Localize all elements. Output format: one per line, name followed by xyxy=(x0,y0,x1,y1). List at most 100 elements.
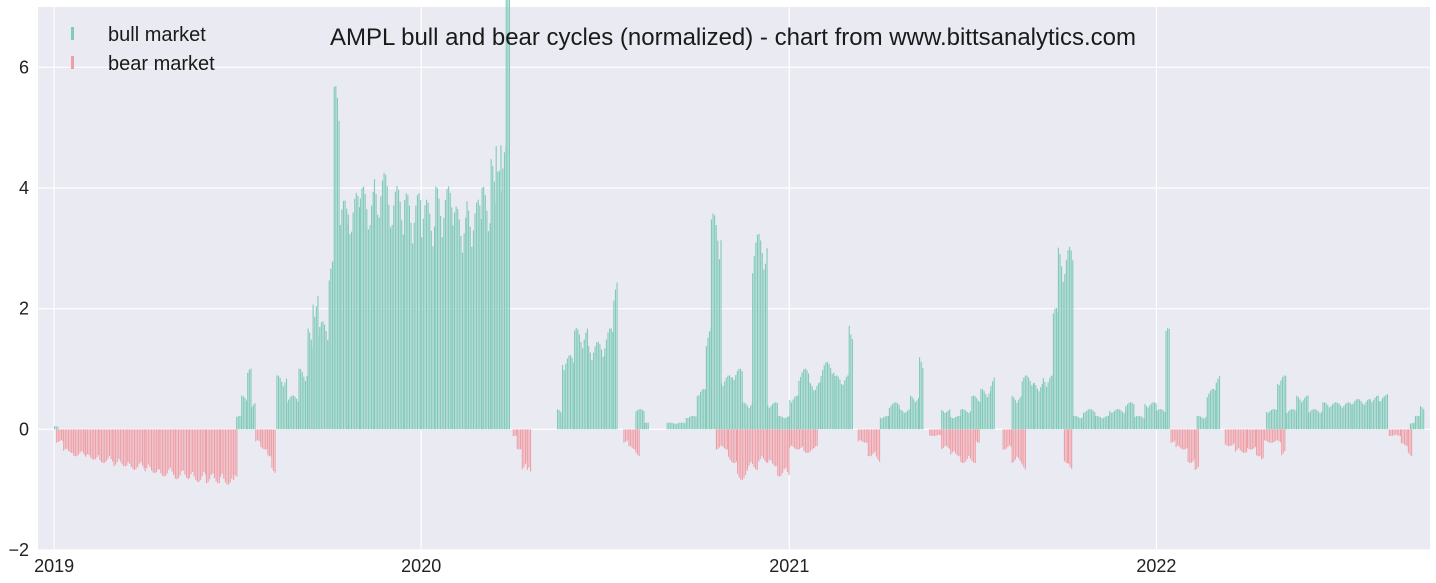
bull-bar xyxy=(1112,412,1114,430)
bull-bar xyxy=(728,375,731,430)
bull-bar xyxy=(472,230,474,430)
bear-bar xyxy=(140,429,142,463)
bull-bar xyxy=(1357,398,1359,430)
bear-bar xyxy=(1232,429,1234,445)
bear-bar xyxy=(184,429,186,475)
bull-bar xyxy=(979,401,981,430)
bear-bar xyxy=(90,429,92,458)
bull-bar xyxy=(752,273,754,430)
bull-bar xyxy=(641,409,643,430)
bull-bar xyxy=(733,380,735,430)
bear-bar xyxy=(626,429,628,441)
bull-bar xyxy=(563,370,565,430)
bear-bar xyxy=(1187,429,1189,462)
bull-bar xyxy=(1206,397,1208,430)
bear-bar xyxy=(138,429,140,464)
bear-bar xyxy=(1272,429,1274,443)
bear-bar xyxy=(808,429,810,453)
bull-bar xyxy=(599,344,601,430)
bull-bar xyxy=(720,382,723,430)
bull-bar xyxy=(1208,393,1210,430)
bull-bar xyxy=(1013,397,1015,430)
bear-bar xyxy=(783,429,785,470)
bull-bar xyxy=(609,328,611,430)
bear-bar xyxy=(127,429,129,463)
bear-bar xyxy=(57,429,59,443)
bear-bar xyxy=(195,429,197,480)
bear-bar xyxy=(723,429,725,449)
bull-bar xyxy=(312,304,314,430)
bear-bar xyxy=(729,429,731,460)
bear-bar xyxy=(1186,429,1188,448)
bull-bar xyxy=(588,346,590,430)
bear-bar xyxy=(790,429,793,446)
bull-bar xyxy=(803,369,805,430)
bear-bar xyxy=(762,429,765,459)
bull-bar xyxy=(460,235,462,430)
bull-bar xyxy=(418,193,420,430)
bear-bar xyxy=(523,429,525,468)
bull-bar xyxy=(489,223,491,430)
bear-bar xyxy=(759,429,761,460)
bull-bar xyxy=(795,395,797,430)
bear-bar xyxy=(961,429,963,464)
bear-bar xyxy=(108,429,111,457)
bull-bar xyxy=(825,362,827,430)
bear-bar xyxy=(638,429,640,456)
bull-bar xyxy=(1094,412,1096,430)
bull-bar xyxy=(347,214,349,430)
bull-bar xyxy=(1336,402,1338,430)
bull-bar xyxy=(1319,413,1321,430)
bear-bar xyxy=(1409,429,1411,455)
bull-bar xyxy=(1091,409,1093,430)
bull-bar xyxy=(369,225,371,430)
bull-bar xyxy=(914,402,916,430)
bull-bar xyxy=(341,209,343,430)
bull-bar xyxy=(1036,388,1039,430)
bull-bar xyxy=(558,410,560,430)
bear-bar xyxy=(942,429,944,448)
bull-bar xyxy=(688,416,691,430)
bull-bar xyxy=(789,400,791,430)
bear-bar xyxy=(271,429,273,468)
bull-bar xyxy=(760,240,762,430)
bull-bar xyxy=(1026,375,1028,430)
bear-bar xyxy=(185,429,188,478)
bear-bar xyxy=(950,429,952,455)
bear-bar xyxy=(753,429,755,468)
bull-bar xyxy=(673,423,675,430)
x-tick-label: 2020 xyxy=(401,556,441,576)
bull-bar xyxy=(1413,422,1415,430)
bull-bar xyxy=(1331,404,1334,430)
bear-bar xyxy=(747,429,749,469)
bear-bar xyxy=(727,429,729,450)
bear-bar xyxy=(1181,429,1184,450)
bull-bar xyxy=(1286,413,1288,430)
bear-bar xyxy=(945,429,948,447)
bear-bar xyxy=(933,429,936,437)
bear-bar xyxy=(130,429,132,467)
bull-bar xyxy=(681,422,683,430)
bear-bar xyxy=(719,429,721,448)
bear-bar xyxy=(152,429,154,473)
bull-bar xyxy=(503,152,505,430)
bull-bar xyxy=(317,334,319,430)
plot-background xyxy=(38,7,1430,550)
bull-bar xyxy=(1322,402,1324,430)
bull-bar xyxy=(448,186,450,430)
bear-bar xyxy=(748,429,750,466)
bull-bar xyxy=(766,248,768,430)
bull-bar xyxy=(421,237,423,430)
bull-bar xyxy=(1165,331,1167,430)
bull-bar xyxy=(322,321,324,430)
bull-bar xyxy=(799,376,802,430)
bull-bar xyxy=(391,224,393,430)
bear-bar xyxy=(768,429,770,460)
bull-bar xyxy=(813,390,815,430)
bull-bar xyxy=(1292,409,1294,430)
bear-bar xyxy=(731,429,733,462)
bull-bar xyxy=(826,361,828,430)
bear-bar xyxy=(1024,429,1026,470)
bear-bar xyxy=(88,429,90,456)
bear-bar xyxy=(1008,429,1011,446)
